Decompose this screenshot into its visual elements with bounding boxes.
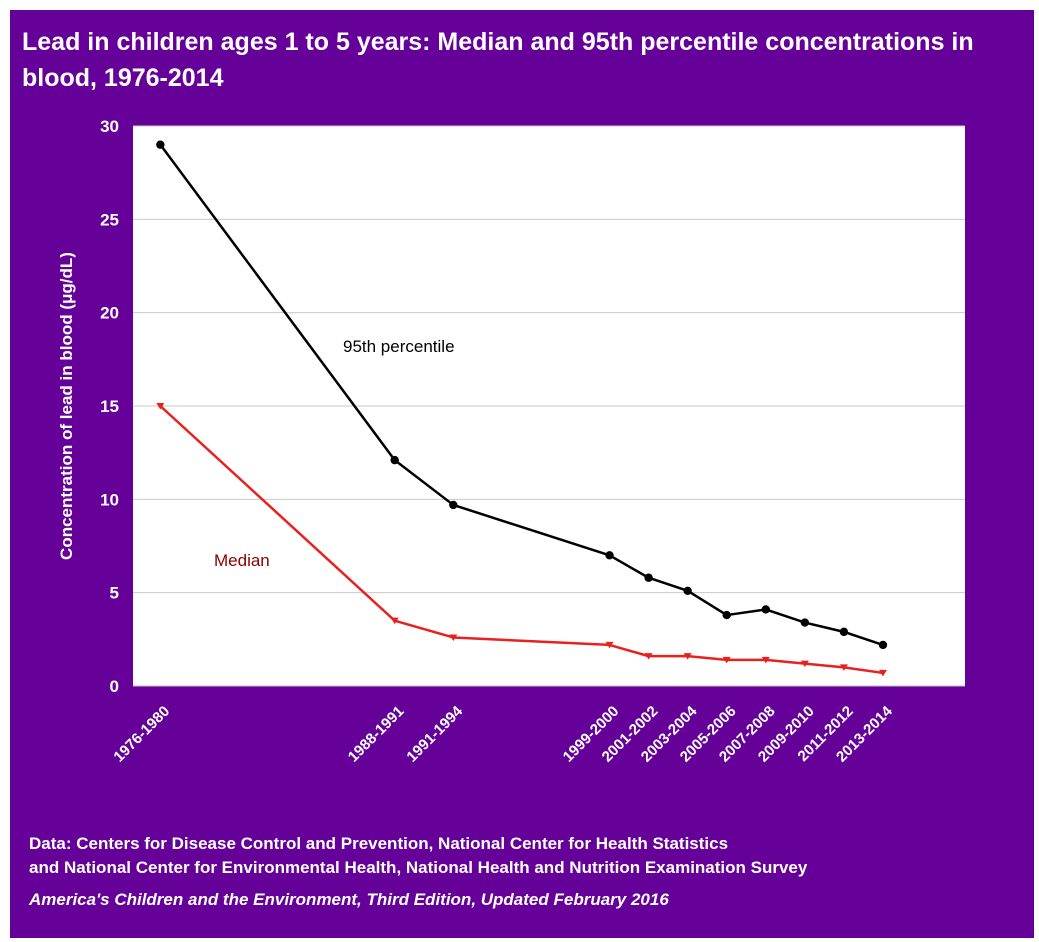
y-tick-label: 15 (100, 397, 119, 416)
series-label-95th-percentile: 95th percentile (343, 337, 455, 356)
publication-credit: America's Children and the Environment, … (29, 890, 669, 909)
data-point (156, 140, 165, 149)
data-point (390, 617, 399, 625)
y-tick-label: 0 (110, 677, 119, 696)
data-point (644, 653, 653, 660)
data-point (878, 669, 887, 677)
y-tick-label: 5 (110, 584, 119, 603)
data-point (722, 656, 731, 664)
data-point (683, 653, 692, 660)
data-point (839, 664, 848, 671)
data-point (800, 618, 810, 627)
data-point (390, 455, 399, 465)
y-tick-label: 25 (100, 210, 119, 229)
y-tick-label: 10 (100, 490, 119, 509)
source-line-2: and National Center for Environmental He… (29, 858, 808, 877)
source-line-1: Data: Centers for Disease Control and Pr… (29, 834, 729, 853)
chart-frame: Lead in children ages 1 to 5 years: Medi… (10, 10, 1034, 938)
data-point (449, 500, 458, 510)
data-point (722, 610, 731, 620)
chart-title: Lead in children ages 1 to 5 years: Medi… (22, 28, 974, 92)
x-tick-label: 1991-1994 (403, 702, 466, 765)
data-point (878, 640, 888, 650)
data-point (644, 573, 653, 582)
data-source-note: Data: Centers for Disease Control and Pr… (29, 832, 1029, 880)
data-point (683, 586, 692, 595)
y-axis-label: Concentration of lead in blood (μg/dL) (57, 252, 76, 560)
data-point (156, 403, 165, 410)
x-tick-label: 1988-1991 (345, 703, 408, 766)
series (156, 140, 888, 677)
data-point (761, 656, 770, 664)
data-point (449, 634, 458, 641)
y-tick-label: 20 (100, 304, 119, 323)
data-point (605, 551, 614, 560)
x-tick-label: 1976-1980 (110, 703, 173, 766)
data-point (800, 660, 809, 668)
series-label-median: Median (214, 551, 270, 570)
labels: 95th percentile Median (214, 337, 455, 570)
data-point (761, 605, 770, 614)
data-point (605, 641, 614, 649)
data-point (839, 627, 849, 637)
gridlines (133, 125, 965, 594)
y-tick-label: 30 (100, 117, 119, 136)
